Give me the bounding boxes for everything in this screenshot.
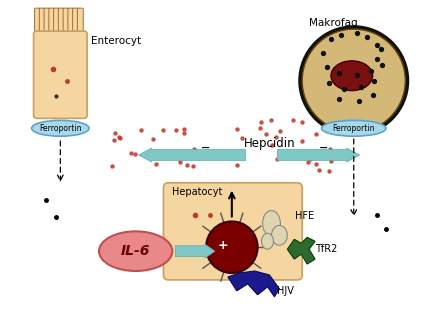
Text: IL-6: IL-6 (121, 244, 151, 258)
Ellipse shape (262, 211, 280, 236)
Text: −: − (201, 143, 210, 153)
Text: Ferroportin: Ferroportin (332, 124, 375, 133)
Text: HFE: HFE (295, 211, 314, 220)
FancyBboxPatch shape (35, 8, 40, 34)
Polygon shape (228, 271, 279, 297)
FancyBboxPatch shape (63, 8, 69, 34)
FancyBboxPatch shape (59, 8, 64, 34)
FancyBboxPatch shape (68, 8, 74, 34)
Ellipse shape (331, 61, 373, 91)
Text: Hepcidin: Hepcidin (244, 137, 295, 150)
Text: +: + (218, 239, 228, 252)
FancyBboxPatch shape (163, 183, 302, 280)
FancyBboxPatch shape (49, 8, 55, 34)
FancyBboxPatch shape (39, 8, 45, 34)
Circle shape (206, 221, 258, 273)
Ellipse shape (271, 225, 287, 245)
Circle shape (298, 25, 409, 136)
FancyBboxPatch shape (78, 8, 83, 34)
FancyBboxPatch shape (33, 31, 87, 118)
FancyBboxPatch shape (73, 8, 78, 34)
Text: TfR2: TfR2 (315, 244, 338, 254)
Ellipse shape (32, 120, 89, 136)
FancyBboxPatch shape (44, 8, 50, 34)
Ellipse shape (321, 120, 386, 136)
Text: HJV: HJV (277, 286, 294, 296)
Text: Ferroportin: Ferroportin (39, 124, 81, 133)
FancyBboxPatch shape (53, 8, 59, 34)
FancyArrow shape (175, 244, 215, 258)
Text: −: − (319, 143, 329, 153)
Ellipse shape (262, 233, 273, 249)
FancyArrow shape (277, 148, 360, 162)
FancyArrow shape (139, 148, 245, 162)
Text: Hepatocyt: Hepatocyt (172, 187, 223, 197)
Circle shape (302, 29, 405, 132)
Polygon shape (287, 237, 315, 264)
Ellipse shape (99, 232, 172, 271)
Text: Enterocyt: Enterocyt (91, 36, 141, 46)
Text: Makrofag: Makrofag (309, 18, 358, 28)
